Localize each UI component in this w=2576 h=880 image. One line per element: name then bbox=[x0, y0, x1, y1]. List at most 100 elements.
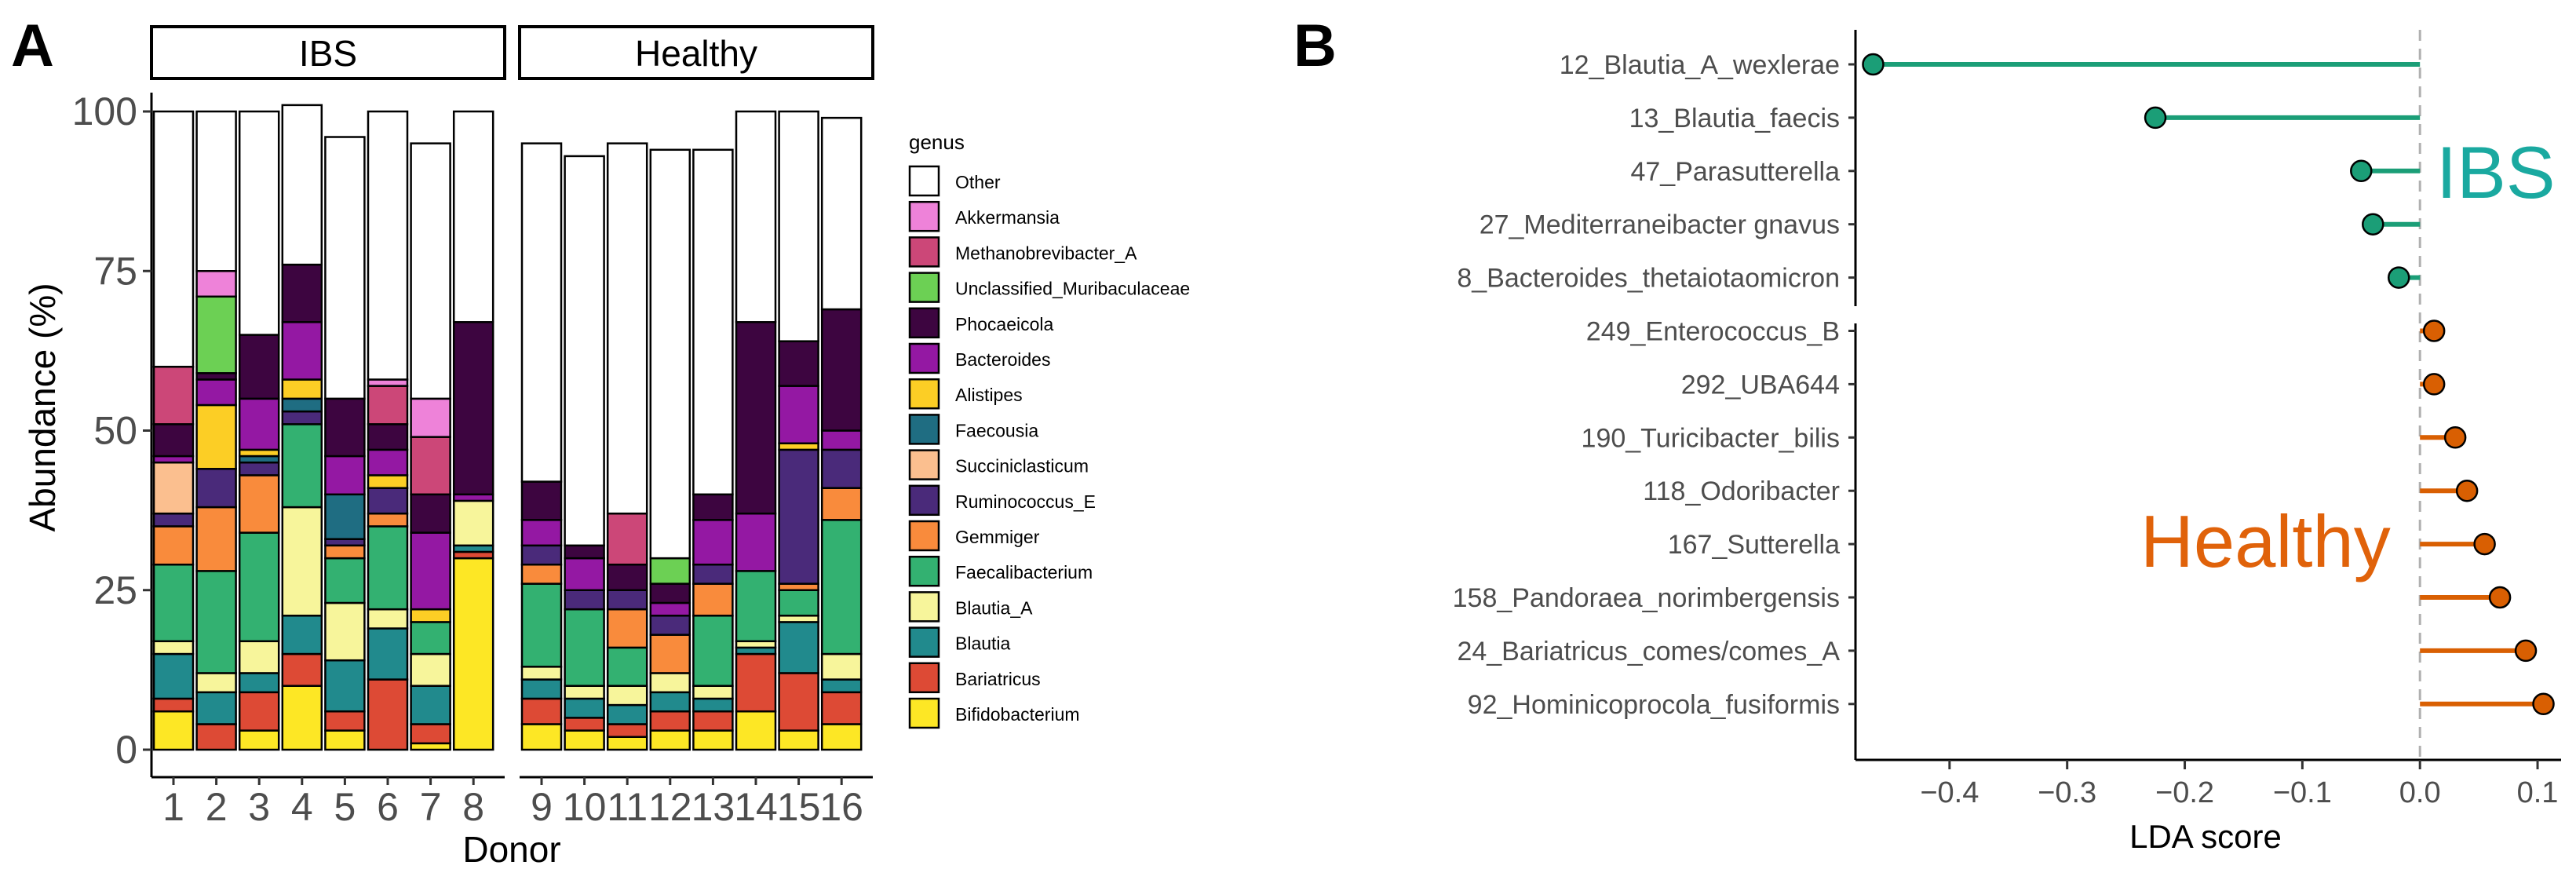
legend-label: Other bbox=[955, 172, 1001, 192]
bar-segment-bariatricus bbox=[324, 710, 366, 732]
bar-segment-other bbox=[606, 142, 648, 515]
legend-swatch-methanobrevibacter-a bbox=[908, 236, 940, 268]
bar-segment-bifidobacterium bbox=[820, 723, 863, 751]
bar-segment-blautia-a bbox=[410, 652, 451, 687]
bar-segment-phocaeicola bbox=[820, 308, 863, 432]
legend-swatch-blautia-a bbox=[908, 591, 940, 623]
bar-segment-ruminococcus-e bbox=[238, 461, 280, 477]
bar-segment-bacteroides bbox=[324, 455, 366, 496]
legend-swatch-faecalibacterium bbox=[908, 555, 940, 587]
bar-segment-other bbox=[520, 142, 563, 483]
bar-segment-faecalibacterium bbox=[152, 563, 195, 643]
legend-swatch-unclassified-muribaculaceae bbox=[908, 272, 940, 303]
bar-segment-ruminococcus-e bbox=[606, 589, 648, 611]
legend-label: Gemmiger bbox=[955, 527, 1040, 547]
lda-x-title: LDA score bbox=[2129, 818, 2282, 855]
bar-segment-bifidobacterium bbox=[606, 736, 648, 751]
bar-segment-methanobrevibacter-a bbox=[410, 436, 451, 496]
legend-label: Methanobrevibacter_A bbox=[955, 243, 1137, 263]
bar-segment-faecalibacterium bbox=[281, 423, 323, 509]
legend-swatch-other bbox=[908, 165, 940, 197]
lollipop-point bbox=[2473, 532, 2496, 556]
x-tick-label: 9 bbox=[531, 785, 553, 829]
lollipop-point bbox=[2362, 213, 2384, 236]
bar-segment-other bbox=[281, 104, 323, 266]
feature-label: 292_UBA644 bbox=[1681, 370, 1840, 400]
bar-segment-ruminococcus-e bbox=[649, 615, 691, 636]
bar-segment-other bbox=[820, 116, 863, 311]
bar-segment-blautia bbox=[520, 678, 563, 700]
ibs-strip-label: IBS bbox=[299, 33, 357, 74]
x-tick-label: 14 bbox=[734, 785, 778, 829]
bar-segment-faecalibacterium bbox=[367, 525, 409, 611]
bar-donor-16 bbox=[820, 116, 863, 751]
legend-label: Bariatricus bbox=[955, 669, 1041, 689]
legend-swatch-blautia bbox=[908, 626, 940, 658]
lollipop-point bbox=[2455, 479, 2479, 502]
bar-segment-ruminococcus-e bbox=[520, 544, 563, 566]
legend-swatch-bifidobacterium bbox=[908, 697, 940, 729]
bar-segment-bariatricus bbox=[195, 723, 237, 751]
genus-legend: Other Akkermansia Methanobrevibacter_A Uncl… bbox=[908, 165, 1190, 729]
bar-segment-phocaeicola bbox=[238, 334, 280, 400]
lollipop-point bbox=[2488, 586, 2512, 609]
legend-label: Succiniclasticum bbox=[955, 456, 1089, 477]
bar-segment-blautia-a bbox=[324, 601, 366, 662]
bar-segment-unclassified-muribaculaceae bbox=[195, 295, 237, 374]
feature-label: 249_Enterococcus_B bbox=[1586, 317, 1840, 347]
bar-segment-blautia-a bbox=[520, 666, 563, 681]
bar-segment-blautia-a bbox=[195, 672, 237, 694]
y-tick-label: 0 bbox=[115, 728, 137, 772]
bar-segment-phocaeicola bbox=[735, 321, 777, 515]
bar-segment-methanobrevibacter-a bbox=[367, 385, 409, 425]
bar-segment-other bbox=[410, 142, 451, 400]
lollipop-point bbox=[2514, 639, 2538, 663]
feature-label: 47_Parasutterella bbox=[1630, 157, 1840, 187]
bar-segment-ruminococcus-e bbox=[281, 410, 323, 425]
bar-segment-bifidobacterium bbox=[735, 710, 777, 751]
panel-a-letter: A bbox=[11, 13, 54, 79]
legend-label: Faecalibacterium bbox=[955, 562, 1093, 582]
legend-swatch-gemmiger bbox=[908, 520, 940, 552]
panel-a-y-title: Abundance (%) bbox=[22, 283, 63, 531]
legend-label: Ruminococcus_E bbox=[955, 491, 1096, 512]
bar-segment-bariatricus bbox=[649, 710, 691, 732]
bar-segment-blautia bbox=[195, 691, 237, 725]
x-tick-label: 15 bbox=[777, 785, 821, 829]
bar-segment-blautia-a bbox=[281, 506, 323, 617]
lda-x-ticks: −0.4 −0.3 −0.2 −0.1 0.0 0.1 bbox=[1920, 760, 2558, 809]
bar-segment-phocaeicola bbox=[564, 544, 605, 560]
bar-segment-blautia bbox=[152, 652, 195, 700]
bar-segment-blautia-a bbox=[820, 652, 863, 681]
feature-label: 24_Bariatricus_comes/comes_A bbox=[1457, 637, 1840, 666]
legend-swatch-bacteroides bbox=[908, 342, 940, 374]
bar-segment-faecalibacterium bbox=[735, 570, 777, 643]
bar-segment-blautia-a bbox=[606, 685, 648, 707]
bar-segment-gemmiger bbox=[692, 582, 734, 617]
legend-swatch-faecousia bbox=[908, 414, 940, 445]
bar-segment-other bbox=[195, 110, 237, 272]
bar-donor-6 bbox=[367, 110, 409, 751]
bar-segment-other bbox=[367, 110, 409, 381]
bar-segment-faecalibacterium bbox=[324, 557, 366, 604]
bar-segment-alistipes bbox=[281, 378, 323, 400]
lda-tick-label: −0.1 bbox=[2273, 776, 2332, 809]
bar-segment-bifidobacterium bbox=[324, 729, 366, 751]
bar-segment-bacteroides bbox=[195, 378, 237, 407]
bar-segment-blautia-a bbox=[152, 640, 195, 655]
legend-swatch-succiniclasticum bbox=[908, 449, 940, 480]
lda-tick-label: −0.4 bbox=[1920, 776, 1979, 809]
legend-label: Bacteroides bbox=[955, 349, 1050, 370]
bar-segment-blautia bbox=[778, 621, 819, 674]
x-tick-label: 8 bbox=[462, 785, 484, 829]
bar-segment-bacteroides bbox=[367, 448, 409, 477]
lollipop-point bbox=[2144, 106, 2167, 130]
bar-segment-bacteroides bbox=[520, 519, 563, 547]
bar-donor-12 bbox=[649, 148, 691, 751]
bar-segment-faecalibacterium bbox=[520, 582, 563, 668]
bar-segment-phocaeicola bbox=[324, 397, 366, 458]
bar-segment-bariatricus bbox=[606, 723, 648, 738]
bar-segment-alistipes bbox=[195, 403, 237, 470]
bar-donor-1 bbox=[152, 110, 195, 751]
bar-segment-blautia bbox=[367, 627, 409, 681]
